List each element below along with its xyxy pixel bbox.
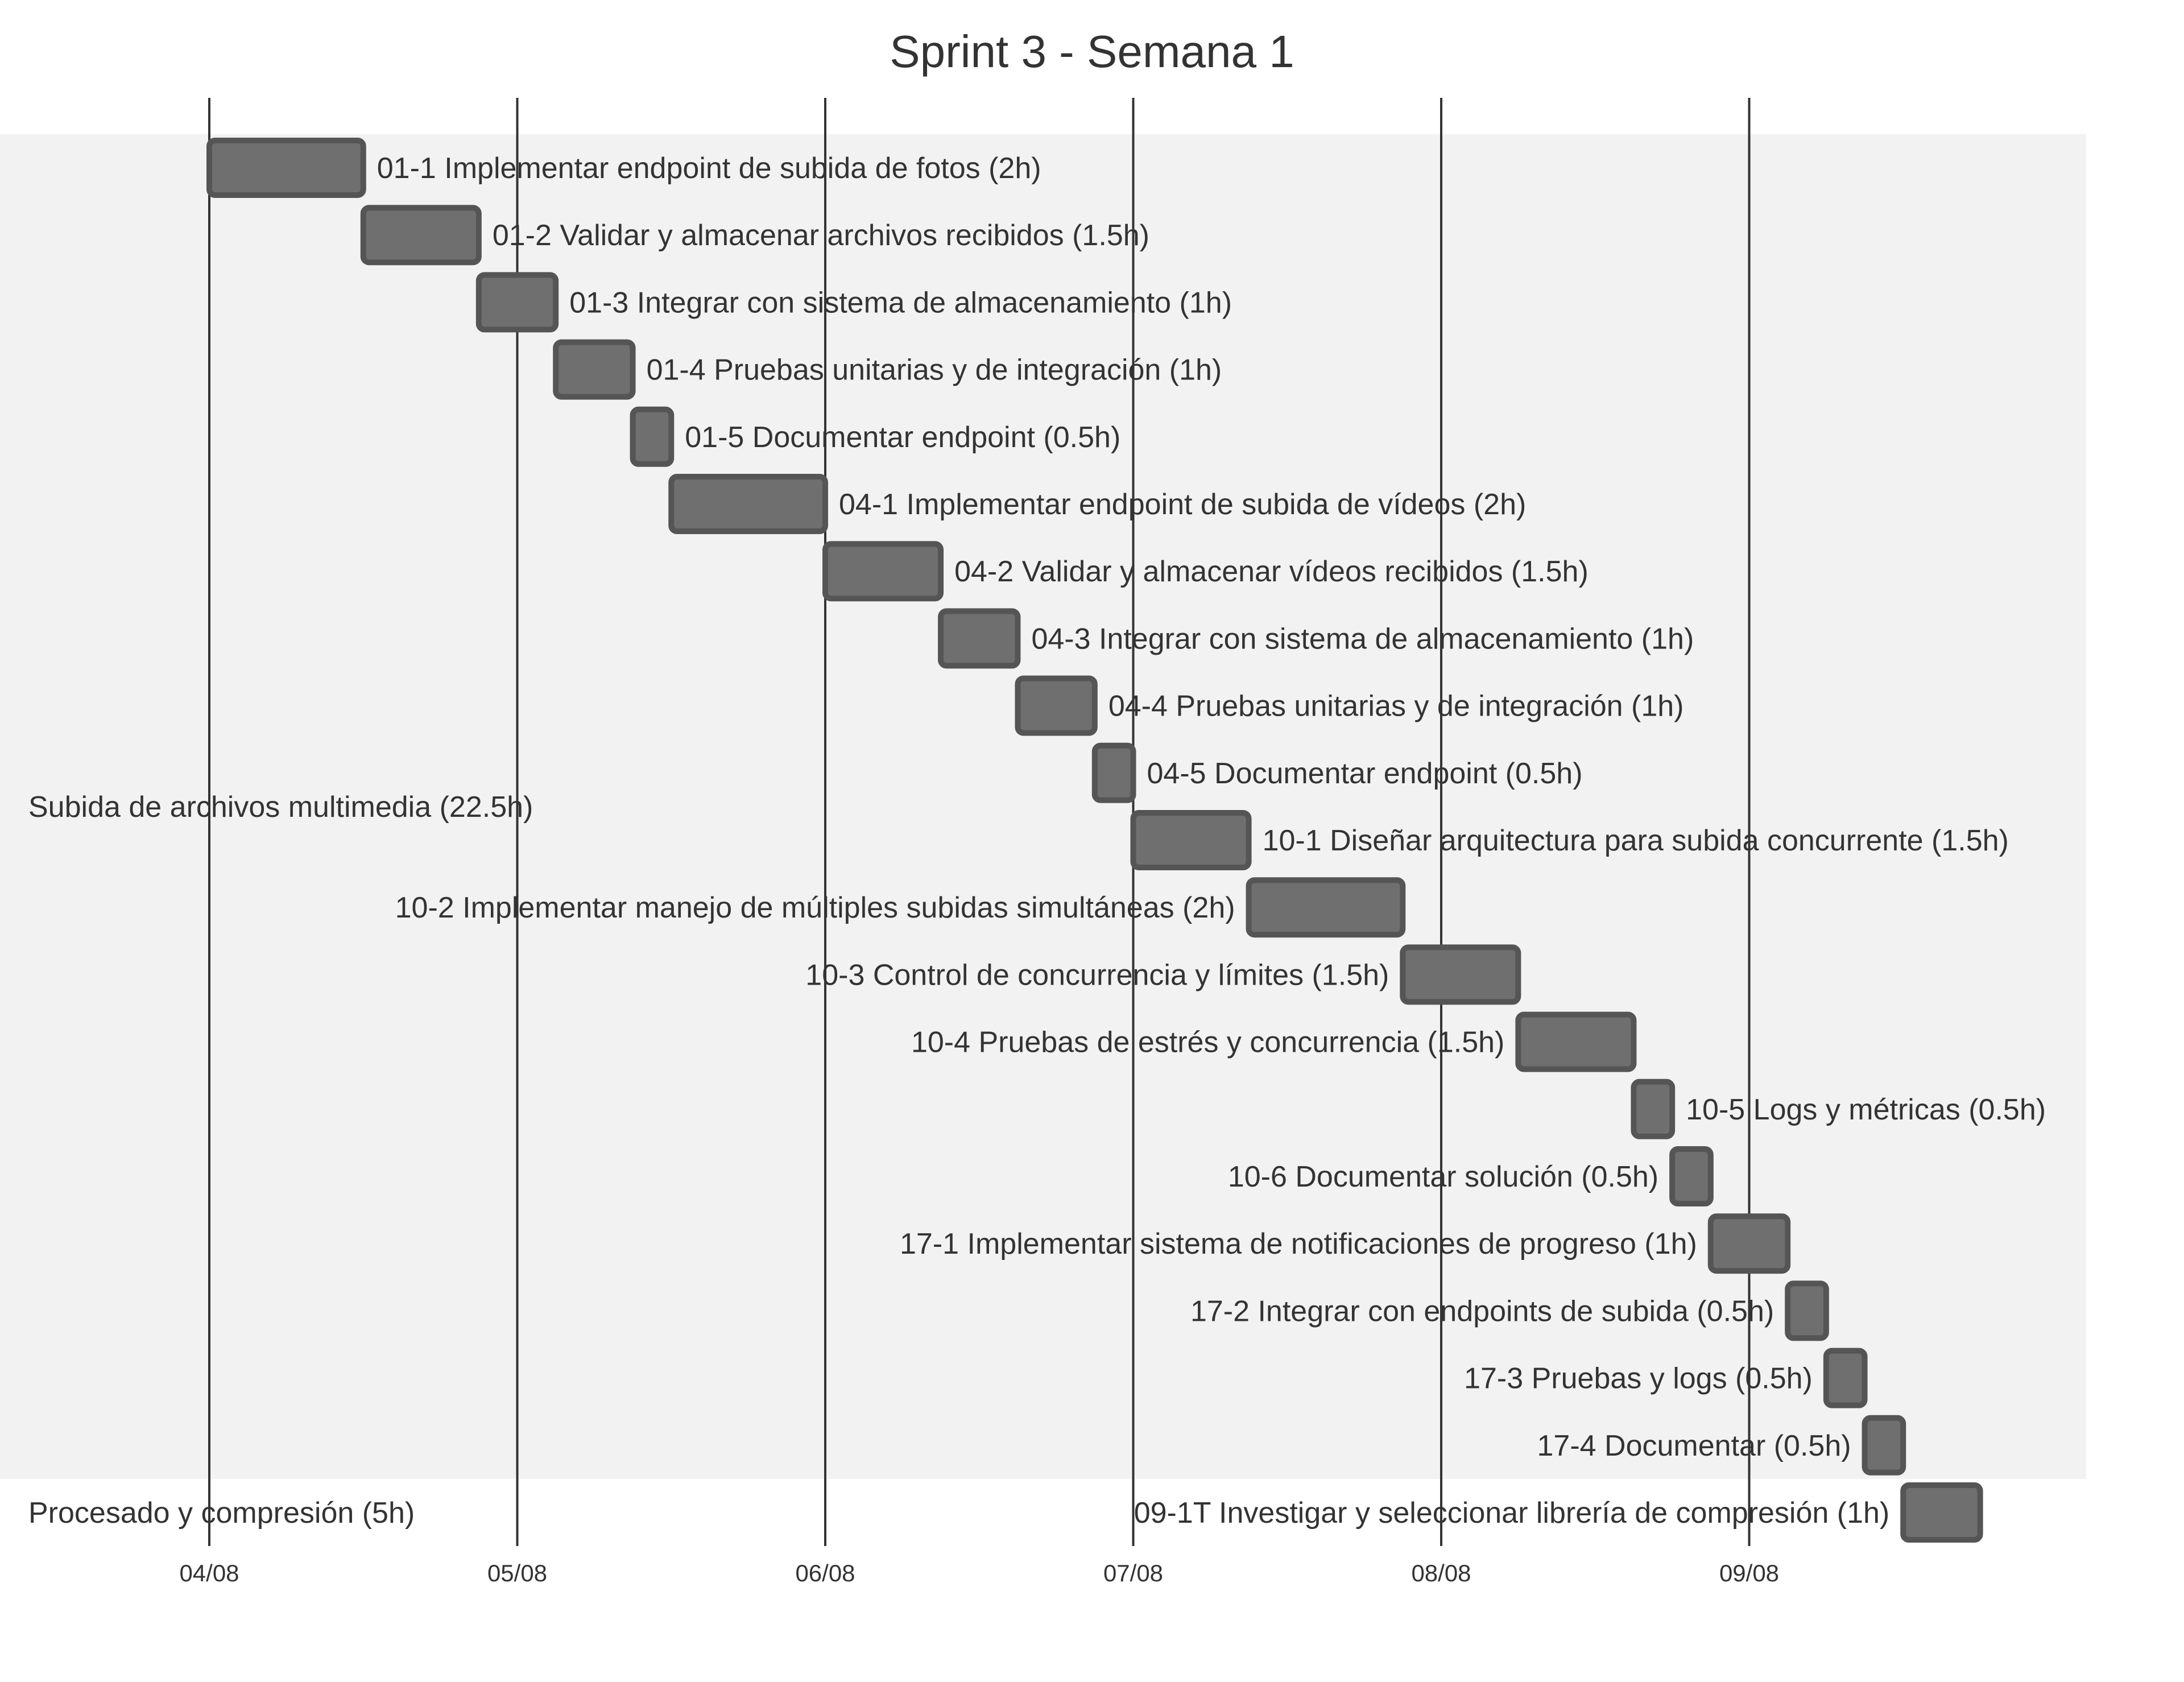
task-label: 10-2 Implementar manejo de múltiples sub… — [395, 891, 1235, 924]
task-label: 01-5 Documentar endpoint (0.5h) — [685, 421, 1120, 454]
task-bar — [668, 474, 828, 534]
task-label: 17-2 Integrar con endpoints de subida (0… — [1190, 1295, 1774, 1328]
x-tick-label: 07/08 — [1103, 1560, 1163, 1586]
task-bar — [475, 272, 559, 333]
task-label: 10-5 Logs y métricas (0.5h) — [1686, 1093, 2046, 1126]
task-bar — [938, 608, 1021, 669]
task-bar — [1015, 675, 1098, 736]
task-label: 04-3 Integrar con sistema de almacenamie… — [1031, 622, 1694, 655]
chart-title: Sprint 3 - Semana 1 — [890, 26, 1294, 77]
x-tick-label: 06/08 — [795, 1560, 855, 1586]
task-label: 01-3 Integrar con sistema de almacenamie… — [569, 286, 1232, 319]
task-label: 04-2 Validar y almacenar vídeos recibido… — [954, 555, 1589, 588]
task-bar — [1400, 944, 1521, 1005]
task-label: 17-1 Implementar sistema de notificacion… — [900, 1228, 1697, 1261]
task-label: 04-1 Implementar endpoint de subida de v… — [839, 488, 1526, 521]
task-bar — [1515, 1011, 1637, 1072]
task-bar — [206, 138, 366, 198]
task-bar — [822, 541, 944, 602]
x-axis-ticks: 04/08 05/08 06/08 07/08 08/08 09/08 — [179, 1560, 1779, 1586]
task-label: 17-4 Documentar (0.5h) — [1537, 1429, 1851, 1462]
x-tick-label: 04/08 — [179, 1560, 239, 1586]
task-label: 10-1 Diseñar arquitectura para subida co… — [1263, 824, 2009, 857]
task-label: 10-6 Documentar solución (0.5h) — [1228, 1160, 1658, 1193]
task-bar — [1785, 1280, 1829, 1341]
section-label: Subida de archivos multimedia (22.5h) — [28, 791, 533, 824]
task-bars — [206, 138, 1983, 1543]
task-bar — [630, 406, 675, 467]
task-label: 10-4 Pruebas de estrés y concurrencia (1… — [911, 1026, 1504, 1059]
task-bar — [1246, 877, 1406, 938]
x-tick-label: 05/08 — [487, 1560, 547, 1586]
task-label: 01-4 Pruebas unitarias y de integración … — [647, 354, 1222, 387]
task-label: 10-3 Control de concurrencia y límites (… — [805, 958, 1389, 991]
x-tick-label: 09/08 — [1719, 1560, 1779, 1586]
task-bar — [360, 205, 482, 266]
task-label: 04-4 Pruebas unitarias y de integración … — [1108, 690, 1684, 723]
section-label: Procesado y compresión (5h) — [28, 1497, 415, 1530]
task-bar — [1669, 1146, 1714, 1206]
task-label: 17-3 Pruebas y logs (0.5h) — [1464, 1362, 1813, 1395]
task-bar — [1091, 742, 1136, 803]
task-bar — [1900, 1482, 1983, 1543]
task-label: 01-2 Validar y almacenar archivos recibi… — [493, 219, 1149, 252]
task-bar — [553, 339, 636, 400]
task-label: 09-1T Investigar y seleccionar librería … — [1134, 1497, 1890, 1530]
task-bar — [1707, 1213, 1791, 1274]
task-label: 04-5 Documentar endpoint (0.5h) — [1147, 757, 1583, 790]
x-tick-label: 08/08 — [1411, 1560, 1471, 1586]
task-bar — [1823, 1348, 1868, 1408]
task-bar — [1862, 1415, 1906, 1476]
task-bar — [1130, 810, 1252, 870]
task-labels: 01-1 Implementar endpoint de subida de f… — [377, 152, 2046, 1530]
task-label: 01-1 Implementar endpoint de subida de f… — [377, 152, 1041, 185]
section-labels: Subida de archivos multimedia (22.5h) Pro… — [28, 791, 533, 1530]
task-bar — [1631, 1078, 1676, 1139]
